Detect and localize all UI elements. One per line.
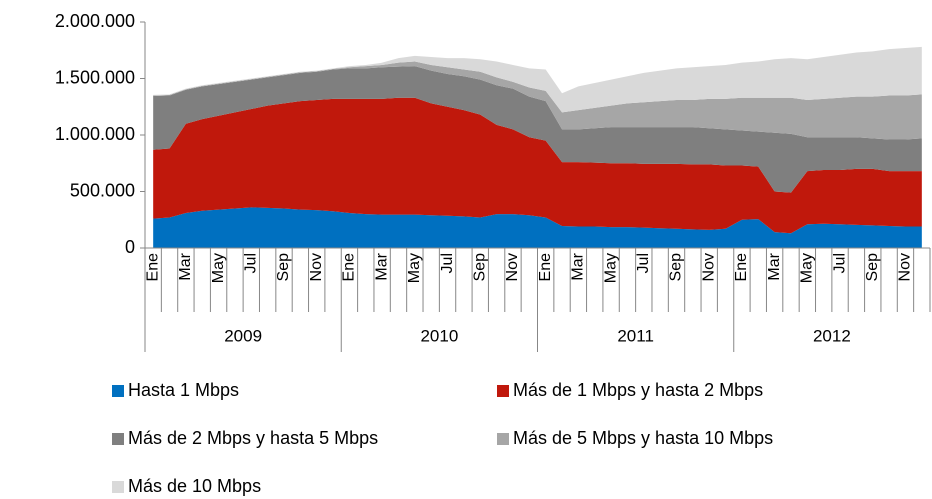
year-label: 2011: [617, 326, 654, 345]
x-tick-label: Sep: [668, 253, 685, 282]
area: [153, 46, 922, 113]
x-tick-label: Sep: [275, 253, 292, 282]
year-label: 2010: [420, 326, 458, 345]
legend-swatch: [112, 433, 124, 445]
year-label: 2009: [224, 326, 262, 345]
x-tick-label: Ene: [537, 253, 554, 282]
x-tick-label: Nov: [308, 253, 325, 281]
x-tick-label: May: [406, 253, 423, 283]
x-tick-label: Jul: [635, 253, 652, 273]
x-tick-label: May: [210, 253, 227, 283]
x-tick-label: Ene: [144, 253, 161, 282]
x-tick-label: Nov: [897, 253, 914, 281]
y-tick-label: 1.500.000: [55, 67, 135, 87]
area: [153, 66, 922, 193]
area: [153, 207, 922, 248]
x-tick-label: Sep: [471, 253, 488, 282]
x-tick-label: Sep: [864, 253, 881, 282]
x-tick-label: Ene: [733, 253, 750, 282]
legend-swatch: [112, 481, 124, 493]
x-tick-label: Mar: [570, 252, 587, 280]
y-tick-label: 500.000: [70, 180, 135, 200]
x-tick-label: Jul: [243, 253, 260, 273]
x-tick-label: Ene: [341, 253, 358, 282]
legend-label: Más de 10 Mbps: [128, 476, 261, 496]
area: [153, 61, 922, 140]
year-label: 2012: [813, 326, 851, 345]
x-tick-label: Nov: [504, 253, 521, 281]
x-tick-label: Mar: [373, 252, 390, 280]
x-tick-label: May: [799, 253, 816, 283]
y-tick-label: 0: [125, 237, 135, 257]
legend-swatch: [497, 385, 509, 397]
legend-label: Más de 5 Mbps y hasta 10 Mbps: [513, 428, 773, 448]
x-tick-label: Jul: [831, 253, 848, 273]
area: [153, 97, 922, 234]
x-tick-label: Mar: [177, 252, 194, 280]
legend-label: Más de 1 Mbps y hasta 2 Mbps: [513, 380, 763, 400]
x-tick-label: May: [602, 253, 619, 283]
x-tick-label: Mar: [766, 252, 783, 280]
legend-label: Hasta 1 Mbps: [128, 380, 239, 400]
y-tick-label: 1.000.000: [55, 124, 135, 144]
legend-swatch: [112, 385, 124, 397]
x-tick-label: Jul: [439, 253, 456, 273]
legend-label: Más de 2 Mbps y hasta 5 Mbps: [128, 428, 378, 448]
x-tick-label: Nov: [700, 253, 717, 281]
y-tick-label: 2.000.000: [55, 11, 135, 31]
legend-swatch: [497, 433, 509, 445]
